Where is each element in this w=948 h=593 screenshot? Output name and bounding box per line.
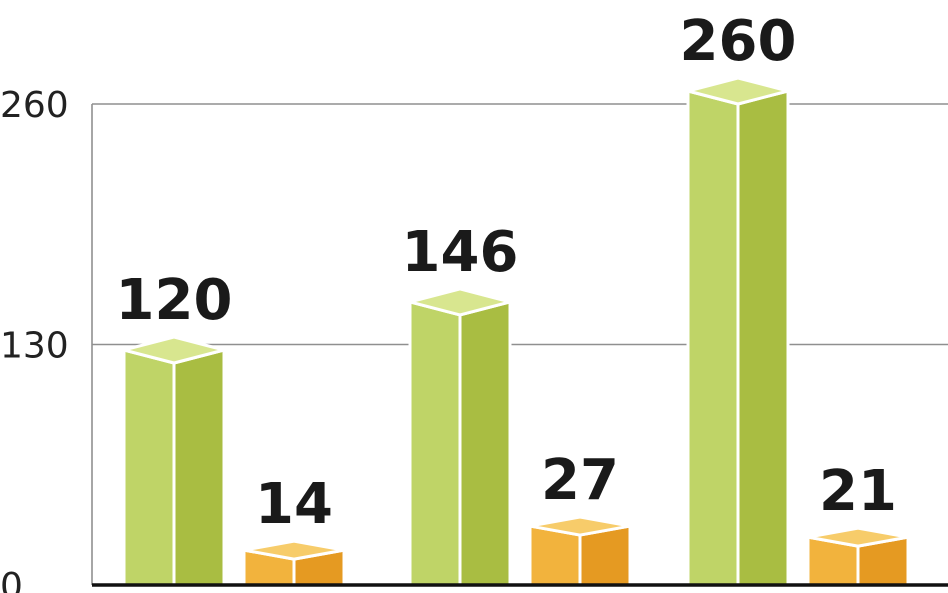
bar (686, 76, 790, 587)
y-tick-label: 130 (0, 326, 69, 367)
bar-right-face (458, 300, 512, 587)
bar (242, 539, 346, 587)
data-label: 146 (402, 220, 519, 285)
bar-top-face (408, 287, 512, 317)
bar-left-face (408, 300, 462, 587)
bar (122, 335, 226, 587)
data-label: 14 (255, 472, 333, 537)
y-tick-label: 0 (0, 566, 23, 593)
bar-left-face (686, 89, 740, 587)
bars (122, 76, 910, 587)
data-label: 21 (819, 459, 897, 524)
bar (528, 515, 632, 587)
bar (408, 287, 512, 587)
bar-top-face (242, 539, 346, 561)
bar-top-face (122, 335, 226, 365)
bar-top-face (806, 526, 910, 548)
data-labels: 120 146 260 14 27 21 (116, 9, 897, 537)
data-label: 120 (116, 268, 233, 333)
data-label: 260 (680, 9, 797, 74)
bar (806, 526, 910, 587)
bar-top-face (686, 76, 790, 106)
gridlines (91, 103, 948, 585)
bar-top-face (528, 515, 632, 537)
y-axis-tick-labels: 0 130 260 (0, 85, 69, 593)
data-label: 27 (541, 448, 619, 513)
bar-right-face (736, 89, 790, 587)
bar-left-face (122, 348, 176, 587)
y-tick-label: 260 (0, 85, 69, 126)
bar-right-face (172, 348, 226, 587)
